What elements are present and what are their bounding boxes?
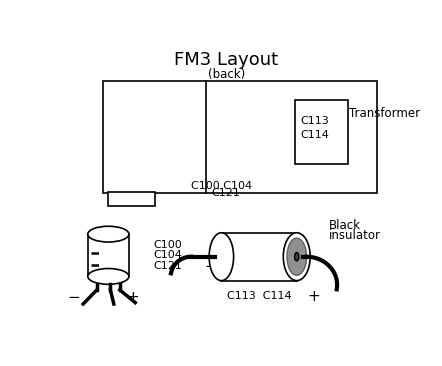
- Ellipse shape: [209, 233, 234, 281]
- Text: −: −: [68, 290, 80, 305]
- Text: C121: C121: [153, 261, 182, 270]
- Text: +: +: [126, 290, 139, 305]
- Text: C100: C100: [153, 240, 182, 250]
- Ellipse shape: [88, 226, 129, 242]
- Ellipse shape: [287, 238, 307, 275]
- Text: (back): (back): [208, 68, 245, 81]
- Bar: [103, 81, 377, 193]
- Text: +: +: [308, 289, 320, 304]
- Text: −: −: [205, 259, 217, 274]
- Text: C114: C114: [300, 130, 329, 140]
- Bar: [108, 193, 155, 206]
- Bar: [221, 233, 297, 281]
- Text: FM3 Layout: FM3 Layout: [175, 51, 278, 69]
- Ellipse shape: [88, 269, 129, 284]
- Text: C104: C104: [153, 250, 182, 260]
- Ellipse shape: [295, 253, 299, 261]
- Text: C113  C114: C113 C114: [227, 291, 291, 300]
- Text: C121: C121: [211, 188, 240, 198]
- Text: insulator: insulator: [329, 228, 381, 242]
- Text: Transformer: Transformer: [349, 107, 420, 120]
- Text: C100 C104: C100 C104: [191, 180, 251, 191]
- Ellipse shape: [283, 233, 310, 281]
- Text: C113: C113: [300, 116, 329, 126]
- Bar: [88, 234, 129, 276]
- Bar: [295, 100, 348, 164]
- Text: Black: Black: [329, 219, 361, 232]
